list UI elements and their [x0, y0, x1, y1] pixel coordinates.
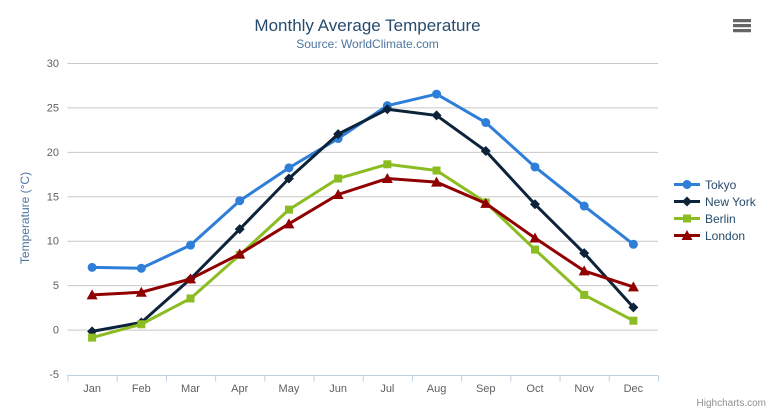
y-axis-label: 10: [47, 236, 59, 248]
data-point-london[interactable]: [578, 265, 590, 276]
legend-item-berlin[interactable]: Berlin: [674, 210, 756, 227]
y-axis-title: Temperature (°C): [18, 171, 32, 265]
data-point-tokyo[interactable]: [284, 163, 294, 173]
data-point-london[interactable]: [381, 173, 393, 184]
y-axis-label: 20: [47, 147, 59, 159]
data-point-new-york[interactable]: [283, 173, 294, 184]
y-axis-labels: -5 0 5 10 15 20 25 30: [47, 58, 59, 381]
data-point-london[interactable]: [480, 197, 492, 208]
legend-item-tokyo[interactable]: Tokyo: [674, 176, 756, 193]
x-axis-label: Jun: [329, 383, 347, 395]
legend-marker-triangle-icon: [674, 230, 700, 240]
legend-item-new-york[interactable]: New York: [674, 193, 756, 210]
data-point-new-york[interactable]: [234, 224, 245, 235]
series-new-york[interactable]: [87, 104, 639, 337]
x-axis-label: Apr: [231, 383, 248, 395]
data-point-new-york[interactable]: [579, 248, 590, 259]
chart-subtitle: Source: WorldClimate.com: [296, 37, 439, 51]
data-point-new-york[interactable]: [431, 110, 442, 121]
data-point-tokyo[interactable]: [481, 118, 491, 128]
data-point-berlin[interactable]: [530, 245, 539, 254]
data-point-berlin[interactable]: [580, 290, 589, 299]
x-axis-label: Jan: [83, 383, 101, 395]
data-point-berlin[interactable]: [186, 294, 195, 303]
legend-label: Berlin: [705, 211, 736, 226]
data-point-london[interactable]: [185, 273, 197, 284]
legend-marker-square-icon: [674, 214, 700, 223]
legend-label: Tokyo: [705, 177, 737, 192]
data-point-tokyo[interactable]: [136, 263, 146, 273]
x-axis-label: Sep: [476, 383, 496, 395]
x-axis: Jan Feb Mar Apr May Jun Jul Aug Sep Oct Nov Dec: [67, 375, 659, 395]
legend-marker-diamond-icon: [674, 196, 700, 207]
data-point-tokyo[interactable]: [432, 89, 442, 99]
x-axis-label: Nov: [574, 383, 594, 395]
legend: Tokyo New York Berlin London: [674, 176, 756, 244]
data-point-tokyo[interactable]: [87, 262, 97, 272]
x-axis-label: May: [279, 383, 300, 395]
data-point-london[interactable]: [529, 232, 541, 243]
data-point-new-york[interactable]: [382, 104, 393, 115]
data-point-tokyo[interactable]: [579, 201, 589, 211]
hamburger-icon: [733, 18, 751, 32]
data-point-tokyo[interactable]: [628, 239, 638, 249]
data-point-london[interactable]: [234, 248, 246, 259]
data-point-new-york[interactable]: [480, 145, 491, 156]
data-point-new-york[interactable]: [628, 302, 639, 313]
x-axis-label: Oct: [526, 383, 543, 395]
y-axis-label: 15: [47, 191, 59, 203]
highcharts-credits-link[interactable]: Highcharts.com: [696, 398, 766, 409]
export-menu-button[interactable]: [730, 15, 754, 35]
data-point-new-york[interactable]: [333, 129, 344, 140]
data-point-london[interactable]: [332, 189, 344, 200]
x-axis-label: Dec: [624, 383, 644, 395]
y-axis-label: 30: [47, 58, 59, 70]
legend-item-london[interactable]: London: [674, 227, 756, 244]
x-axis-label: Feb: [132, 383, 151, 395]
data-point-berlin[interactable]: [629, 316, 638, 325]
y-axis-label: -5: [49, 369, 59, 381]
x-axis-label: Aug: [427, 383, 447, 395]
y-axis-label: 0: [53, 325, 59, 337]
data-point-berlin[interactable]: [432, 166, 441, 175]
series-london[interactable]: [86, 173, 639, 300]
legend-marker-circle-icon: [674, 180, 700, 189]
series-tokyo[interactable]: [87, 89, 638, 273]
data-point-new-york[interactable]: [529, 199, 540, 210]
data-point-berlin[interactable]: [88, 333, 97, 342]
y-axis-label: 5: [53, 280, 59, 292]
data-point-london[interactable]: [431, 176, 443, 187]
data-point-berlin[interactable]: [334, 174, 343, 183]
data-point-tokyo[interactable]: [235, 196, 245, 206]
y-axis-label: 25: [47, 102, 59, 114]
x-axis-label: Jul: [380, 383, 394, 395]
data-point-london[interactable]: [627, 281, 639, 292]
chart-title: Monthly Average Temperature: [254, 16, 481, 35]
data-point-berlin[interactable]: [284, 205, 293, 214]
legend-label: New York: [705, 194, 756, 209]
data-point-tokyo[interactable]: [186, 240, 196, 250]
data-point-london[interactable]: [135, 286, 147, 297]
data-point-tokyo[interactable]: [530, 162, 540, 172]
data-point-london[interactable]: [86, 289, 98, 300]
data-point-berlin[interactable]: [383, 160, 392, 169]
data-point-berlin[interactable]: [137, 320, 146, 329]
legend-label: London: [705, 228, 746, 243]
data-point-london[interactable]: [283, 218, 295, 229]
gridlines: [67, 63, 658, 331]
x-axis-label: Mar: [181, 383, 200, 395]
